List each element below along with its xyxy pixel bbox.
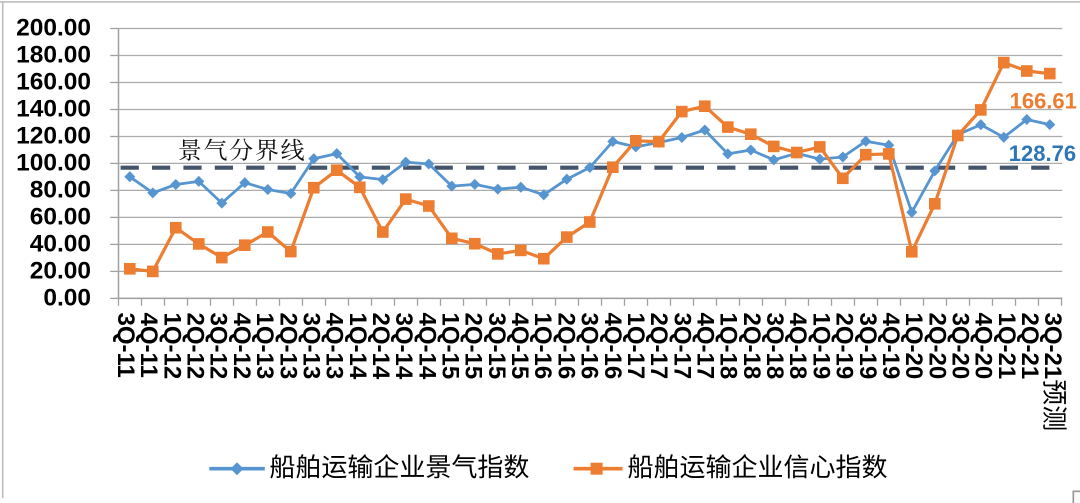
svg-text:1Q-15: 1Q-15 [437,313,464,380]
svg-text:166.61: 166.61 [1010,89,1077,114]
svg-text:3Q-21: 3Q-21 [1039,313,1066,380]
svg-text:1Q-19: 1Q-19 [807,313,834,380]
svg-text:2Q-16: 2Q-16 [552,313,579,380]
svg-text:80.00: 80.00 [30,176,91,203]
svg-text:180.00: 180.00 [16,42,91,69]
svg-text:4Q-13: 4Q-13 [321,313,348,380]
svg-text:3Q-12: 3Q-12 [205,313,232,380]
svg-text:4Q-14: 4Q-14 [413,313,440,380]
svg-text:4Q-12: 4Q-12 [228,313,255,380]
svg-text:1Q-12: 1Q-12 [158,313,185,380]
svg-text:2Q-21: 2Q-21 [1016,313,1043,380]
svg-text:2Q-13: 2Q-13 [274,313,301,380]
svg-text:4Q-17: 4Q-17 [692,313,719,380]
svg-text:20.00: 20.00 [30,257,91,284]
svg-text:1Q-13: 1Q-13 [251,313,278,380]
svg-text:2Q-14: 2Q-14 [367,313,394,380]
svg-text:4Q-15: 4Q-15 [506,313,533,380]
svg-text:140.00: 140.00 [16,96,91,123]
svg-text:0.00: 0.00 [43,284,91,311]
svg-text:120.00: 120.00 [16,123,91,150]
svg-text:2Q-17: 2Q-17 [645,313,672,380]
svg-text:1Q-18: 1Q-18 [715,313,742,380]
svg-text:128.76: 128.76 [1009,141,1076,166]
svg-text:3Q-13: 3Q-13 [297,313,324,380]
svg-text:1Q-14: 1Q-14 [344,313,371,380]
svg-text:1Q-21: 1Q-21 [993,313,1020,380]
svg-text:3Q-16: 3Q-16 [576,313,603,380]
svg-text:3Q-14: 3Q-14 [390,313,417,380]
svg-text:3Q-11: 3Q-11 [112,313,139,378]
svg-text:60.00: 60.00 [30,203,91,230]
svg-text:4Q-20: 4Q-20 [970,313,997,380]
svg-text:40.00: 40.00 [30,230,91,257]
svg-text:2Q-15: 2Q-15 [460,313,487,380]
svg-text:4Q-11: 4Q-11 [135,313,162,378]
svg-text:100.00: 100.00 [16,149,91,176]
svg-text:4Q-16: 4Q-16 [599,313,626,380]
svg-text:200.00: 200.00 [16,15,91,42]
svg-text:4Q-19: 4Q-19 [877,313,904,380]
svg-text:3Q-15: 3Q-15 [483,313,510,380]
svg-text:1Q-17: 1Q-17 [622,313,649,380]
svg-text:1Q-16: 1Q-16 [529,313,556,380]
svg-text:2Q-19: 2Q-19 [831,313,858,380]
svg-text:4Q-18: 4Q-18 [784,313,811,380]
svg-text:1Q-20: 1Q-20 [900,313,927,380]
svg-text:3Q-20: 3Q-20 [947,313,974,380]
svg-text:3Q-18: 3Q-18 [761,313,788,380]
svg-text:2Q-20: 2Q-20 [923,313,950,380]
svg-text:3Q-19: 3Q-19 [854,313,881,380]
svg-text:160.00: 160.00 [16,69,91,96]
svg-text:3Q-17: 3Q-17 [668,313,695,380]
svg-text:2Q-18: 2Q-18 [738,313,765,380]
svg-text:2Q-12: 2Q-12 [182,313,209,380]
